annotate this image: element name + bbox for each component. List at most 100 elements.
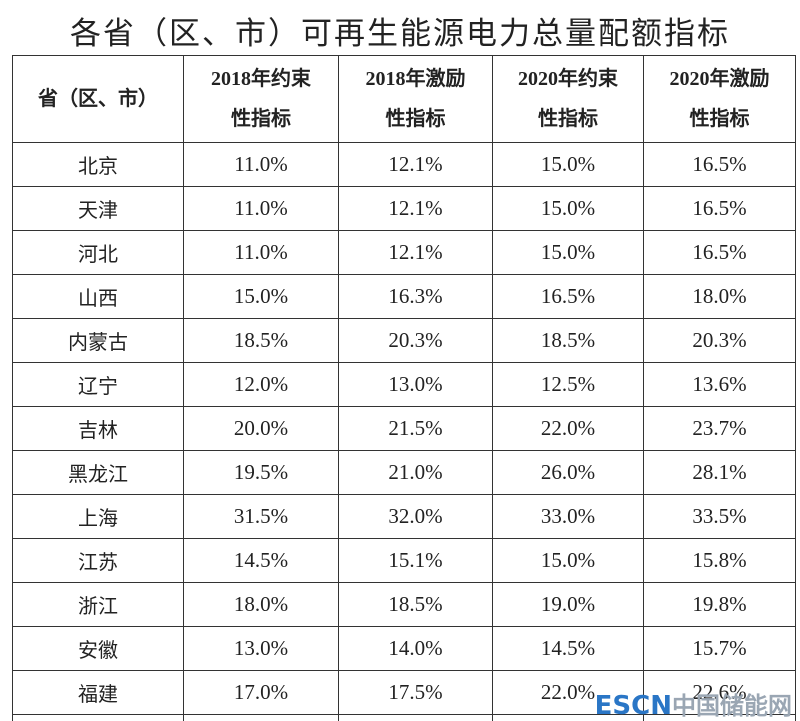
header-cell: 2020年激励 性指标 <box>643 55 796 143</box>
province-cell: 浙江 <box>12 582 184 627</box>
value-cell: 12.1% <box>338 142 493 187</box>
province-cell: 黑龙江 <box>12 450 184 495</box>
province-cell: 江苏 <box>12 538 184 583</box>
header-line: 性指标 <box>385 108 446 130</box>
header-row: 省（区、市） 2018年约束 性指标 2018年激励 性指标 2020年约束 性指标 2020… <box>12 55 796 143</box>
value-cell: 16.5% <box>643 230 796 275</box>
value-cell: 20.3% <box>643 318 796 363</box>
title: 各省（区、市）可再生能源电力总量配额指标 <box>70 16 730 52</box>
header-line: 2018年激励 <box>365 68 466 90</box>
value-cell: 15.0% <box>492 538 644 583</box>
header-line: 性指标 <box>538 108 598 130</box>
value-cell: 23.7% <box>643 406 796 451</box>
table-row: 河北 11.0% 12.1% 15.0% 16.5% <box>12 230 796 275</box>
value-cell: 18.5% <box>183 318 339 363</box>
value-cell: 13.0% <box>183 626 339 671</box>
value-cell: 16.3% <box>338 274 493 319</box>
table-row: 上海 31.5% 32.0% 33.0% 33.5% <box>12 494 796 539</box>
header-line: 性指标 <box>231 108 291 130</box>
header-cell: 2018年约束 性指标 <box>183 55 339 143</box>
value-cell: 17.0% <box>183 670 339 715</box>
header-cell: 2020年约束 性指标 <box>492 55 644 143</box>
header-cell: 2018年激励 性指标 <box>338 55 493 143</box>
table-row: 浙江 18.0% 18.5% 19.0% 19.8% <box>12 582 796 627</box>
table-row: 内蒙古 18.5% 20.3% 18.5% 20.3% <box>12 318 796 363</box>
province-cell: 上海 <box>12 494 184 539</box>
value-cell: 13.0% <box>338 362 493 407</box>
table-row: 天津 11.0% 12.1% 15.0% 16.5% <box>12 186 796 231</box>
value-cell: 15.0% <box>492 142 644 187</box>
header-line: 性指标 <box>689 108 750 130</box>
value-cell: 12.1% <box>338 186 493 231</box>
value-cell: 15.0% <box>183 274 339 319</box>
value-cell: 16.5% <box>643 186 796 231</box>
table-row: 山西 15.0% 16.3% 16.5% 18.0% <box>12 274 796 319</box>
watermark-site: 中国储能网 <box>672 692 792 720</box>
value-cell: 15.7% <box>643 626 796 671</box>
empty-cell <box>12 714 184 721</box>
value-cell: 21.5% <box>338 406 493 451</box>
province-cell: 吉林 <box>12 406 184 451</box>
header-line: 2020年激励 <box>669 68 770 90</box>
watermark-brand: ESCN <box>594 691 672 721</box>
value-cell: 11.0% <box>183 142 339 187</box>
empty-cell <box>338 714 493 721</box>
value-cell: 14.5% <box>183 538 339 583</box>
value-cell: 20.3% <box>338 318 493 363</box>
value-cell: 16.5% <box>492 274 644 319</box>
value-cell: 17.5% <box>338 670 493 715</box>
value-cell: 18.0% <box>183 582 339 627</box>
value-cell: 33.5% <box>643 494 796 539</box>
value-cell: 21.0% <box>338 450 493 495</box>
province-cell: 内蒙古 <box>12 318 184 363</box>
province-cell: 辽宁 <box>12 362 184 407</box>
value-cell: 13.6% <box>643 362 796 407</box>
province-cell: 安徽 <box>12 626 184 671</box>
province-cell: 北京 <box>12 142 184 187</box>
partial-row <box>12 714 796 721</box>
value-cell: 18.5% <box>492 318 644 363</box>
province-cell: 福建 <box>12 670 184 715</box>
value-cell: 26.0% <box>492 450 644 495</box>
value-cell: 31.5% <box>183 494 339 539</box>
value-cell: 15.0% <box>492 186 644 231</box>
table-row: 辽宁 12.0% 13.0% 12.5% 13.6% <box>12 362 796 407</box>
value-cell: 19.5% <box>183 450 339 495</box>
value-cell: 15.8% <box>643 538 796 583</box>
value-cell: 12.5% <box>492 362 644 407</box>
table-row: 安徽 13.0% 14.0% 14.5% 15.7% <box>12 626 796 671</box>
value-cell: 15.0% <box>492 230 644 275</box>
value-cell: 12.0% <box>183 362 339 407</box>
value-cell: 14.0% <box>338 626 493 671</box>
value-cell: 11.0% <box>183 230 339 275</box>
empty-cell <box>183 714 339 721</box>
table-row: 江苏 14.5% 15.1% 15.0% 15.8% <box>12 538 796 583</box>
header-line: 省（区、市） <box>38 88 158 110</box>
table-body: 北京 11.0% 12.1% 15.0% 16.5% 天津 11.0% 12.1% 15.0% 1… <box>12 142 796 721</box>
header-line: 2018年约束 <box>211 68 311 90</box>
header-line: 2020年约束 <box>518 68 618 90</box>
value-cell: 16.5% <box>643 142 796 187</box>
quota-table: 省（区、市） 2018年约束 性指标 2018年激励 性指标 2020年约束 性指标 2020… <box>12 55 796 721</box>
value-cell: 14.5% <box>492 626 644 671</box>
watermark: ESCN中国储能网 <box>595 686 792 721</box>
table-row: 北京 11.0% 12.1% 15.0% 16.5% <box>12 142 796 187</box>
province-cell: 山西 <box>12 274 184 319</box>
header-cell: 省（区、市） <box>12 55 184 143</box>
value-cell: 28.1% <box>643 450 796 495</box>
value-cell: 12.1% <box>338 230 493 275</box>
province-cell: 河北 <box>12 230 184 275</box>
value-cell: 22.0% <box>492 406 644 451</box>
value-cell: 20.0% <box>183 406 339 451</box>
value-cell: 15.1% <box>338 538 493 583</box>
value-cell: 32.0% <box>338 494 493 539</box>
table-row: 黑龙江 19.5% 21.0% 26.0% 28.1% <box>12 450 796 495</box>
value-cell: 18.0% <box>643 274 796 319</box>
value-cell: 19.8% <box>643 582 796 627</box>
province-cell: 天津 <box>12 186 184 231</box>
table-row: 吉林 20.0% 21.5% 22.0% 23.7% <box>12 406 796 451</box>
empty-cell <box>643 714 796 721</box>
value-cell: 33.0% <box>492 494 644 539</box>
value-cell: 11.0% <box>183 186 339 231</box>
